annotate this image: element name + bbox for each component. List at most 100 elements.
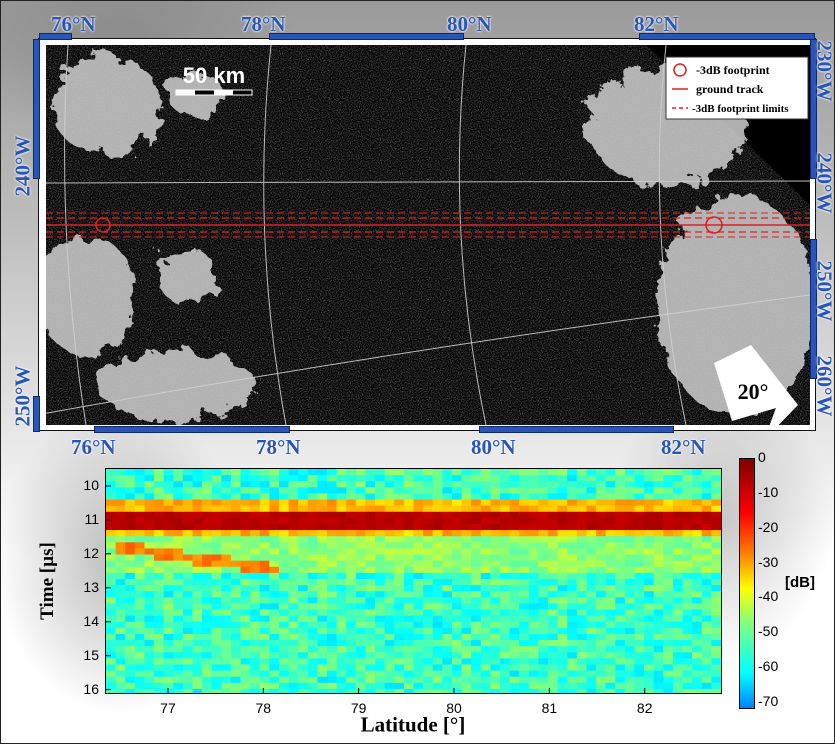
heatmap-cell [682,633,693,641]
heatmap-cell [461,633,472,641]
heatmap-cell [471,658,482,666]
heatmap-cell [298,481,309,488]
heatmap-cell [355,548,367,556]
heatmap-cell [336,554,347,562]
heatmap-cell [346,633,357,641]
heatmap-cell [163,682,174,690]
heatmap-cell [567,560,578,568]
heatmap-cell [567,487,578,495]
heatmap-cell [672,511,684,519]
heatmap-cell [355,499,367,507]
heatmap-cell [586,499,597,507]
heatmap-cell [115,591,126,598]
heatmap-cell [692,560,703,568]
heatmap-cell [682,505,693,513]
heatmap-cell [423,511,434,519]
heatmap-cell [202,499,213,507]
heatmap-cell [192,633,203,641]
heatmap-cell [605,591,616,598]
heatmap-cell [663,609,674,617]
heatmap-cell [672,517,684,525]
heatmap-cell [211,523,222,531]
heatmap-cell [144,505,155,513]
heatmap-cell [346,658,357,666]
heatmap-cell [134,481,146,488]
heatmap-cell [317,640,328,647]
heatmap-cell [451,536,463,543]
heatmap-cell [653,505,664,513]
heatmap-cell [355,615,367,623]
heatmap-cell [221,646,232,653]
heatmap-cell [576,505,588,513]
heatmap-cell [240,597,251,604]
heatmap-cell [624,597,636,604]
heatmap-cell [365,523,376,531]
heatmap-cell [644,615,655,623]
heatmap-cell [211,670,222,678]
heatmap-cell [298,572,309,580]
heatmap-cell [605,475,616,482]
heatmap-cell [384,578,395,586]
heatmap-cell [557,469,568,476]
heatmap-cell [596,627,607,635]
heatmap-cell [653,640,664,647]
heatmap-cell [432,554,443,562]
heatmap-cell [221,578,232,586]
heatmap-cell [173,609,184,617]
heatmap-cell [192,548,203,556]
heatmap-cell [682,469,693,476]
heatmap-cell [615,536,626,543]
heatmap-cell [192,511,203,519]
heatmap-cell [365,566,376,574]
heatmap-cell [442,603,453,611]
heatmap-cell [615,676,626,684]
heatmap-cell [653,536,664,543]
heatmap-cell [653,646,664,653]
heatmap-cell [259,627,270,635]
heatmap-cell [173,597,184,604]
heatmap-cell [471,548,482,556]
y-tick-label: 12 [83,544,99,561]
heatmap-cell [192,481,203,488]
heatmap-cell [538,609,549,617]
heatmap-cell [596,682,607,690]
heatmap-cell [298,505,309,513]
heatmap-cell [144,621,155,629]
heatmap-cell [278,621,290,629]
heatmap-cell [528,676,540,684]
heatmap-cell [403,682,415,690]
heatmap-cell [442,487,453,495]
heatmap-cell [307,487,319,495]
heatmap-cell [346,670,357,678]
heatmap-cell [403,652,415,659]
heatmap-cell [192,572,203,580]
heatmap-cell [711,469,722,476]
heatmap-cell [567,670,578,678]
heatmap-cell [403,487,415,495]
heatmap-cell [336,481,347,488]
heatmap-cell [365,609,376,617]
heatmap-cell [403,536,415,543]
heatmap-cell [154,646,165,653]
heatmap-cell [644,469,655,476]
heatmap-cell [154,578,165,586]
heatmap-cell [682,578,693,586]
heatmap-cell [432,548,443,556]
heatmap-cell [375,585,386,592]
heatmap-cell [221,523,232,531]
heatmap-cell [173,475,184,482]
heatmap-cell [653,615,664,623]
heatmap-cell [682,499,693,507]
heatmap-cell [432,621,443,629]
heatmap-cell [471,670,482,678]
heatmap-cell [528,566,540,574]
heatmap-cell [394,585,405,592]
heatmap-cell [375,548,386,556]
heatmap-cell [192,670,203,678]
heatmap-cell [672,633,684,641]
heatmap-cell [701,517,712,525]
heatmap-cell [711,609,722,617]
heatmap-cell [701,676,712,684]
heatmap-cell [355,542,367,550]
heatmap-cell [278,615,290,623]
